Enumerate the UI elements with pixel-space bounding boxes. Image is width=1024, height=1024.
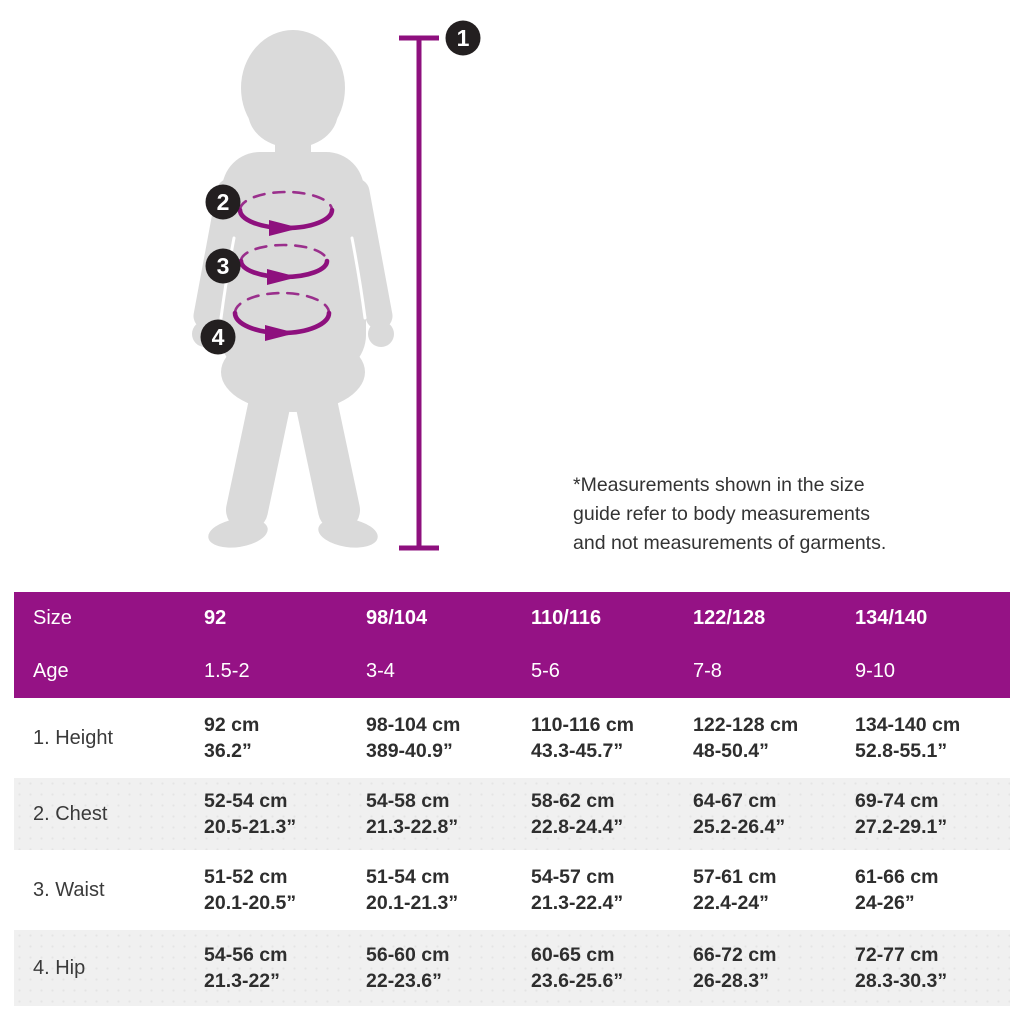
waist-cell-5: 61-66 cm 24-26” <box>855 866 939 914</box>
waist-tape-ellipse <box>238 243 330 285</box>
waist-cell-3: 54-57 cm 21.3-22.4” <box>531 866 624 914</box>
size-col-4: 122/128 <box>693 607 766 629</box>
height-cell-5: 134-140 cm 52.8-55.1” <box>855 714 961 762</box>
waist-cell-4: 57-61 cm 22.4-24” <box>693 866 777 914</box>
height-cell-3: 110-116 cm 43.3-45.7” <box>531 714 635 762</box>
hip-tape-ellipse <box>232 291 332 341</box>
row-label-hip: 4. Hip <box>33 956 86 979</box>
hip-cell-4: 66-72 cm 26-28.3” <box>693 944 777 992</box>
measurement-note-line-1: *Measurements shown in the size <box>573 474 865 496</box>
size-row-label: Size <box>33 607 72 629</box>
chest-cell-1: 52-54 cm 20.5-21.3” <box>204 790 297 838</box>
age-col-5: 9-10 <box>855 660 896 682</box>
size-table-header: Size 92 98/104 110/116 122/128 134/140 A… <box>14 592 1010 698</box>
header-age-row: Age 1.5-2 3-4 5-6 7-8 9-10 <box>14 645 1010 698</box>
height-cell-2: 98-104 cm 389-40.9” <box>366 714 461 762</box>
size-col-5: 134/140 <box>855 607 928 629</box>
hip-cell-5: 72-77 cm 28.3-30.3” <box>855 944 948 992</box>
badge-4-hip: 4 <box>200 319 236 355</box>
child-silhouette <box>192 30 394 548</box>
badge-4-number: 4 <box>212 324 225 350</box>
badge-2-number: 2 <box>217 189 230 215</box>
row-label-height: 1. Height <box>33 726 114 749</box>
age-col-2: 3-4 <box>366 660 395 682</box>
header-size-row: Size 92 98/104 110/116 122/128 134/140 <box>14 592 1010 645</box>
chest-cell-3: 58-62 cm 22.8-24.4” <box>531 790 624 838</box>
table-row-height: 1. Height 92 cm 36.2” 98-104 cm 389-40.9… <box>14 704 1010 772</box>
row-label-chest: 2. Chest <box>33 802 108 825</box>
hip-cell-2: 56-60 cm 22-23.6” <box>366 944 450 992</box>
height-cell-1: 92 cm 36.2” <box>204 714 260 762</box>
chest-tape-ellipse <box>237 190 335 236</box>
age-col-4: 7-8 <box>693 660 722 682</box>
age-col-3: 5-6 <box>531 660 560 682</box>
waist-cell-2: 51-54 cm 20.1-21.3” <box>366 866 459 914</box>
measurement-note: *Measurements shown in the size guide re… <box>573 471 953 558</box>
hip-cell-1: 54-56 cm 21.3-22” <box>204 944 288 992</box>
age-row-label: Age <box>33 660 69 682</box>
size-col-1: 92 <box>204 607 227 629</box>
waist-cell-1: 51-52 cm 20.1-20.5” <box>204 866 297 914</box>
badge-1-height: 1 <box>445 20 481 56</box>
measurement-note-line-3: and not measurements of garments. <box>573 532 887 554</box>
measurement-note-line-2: guide refer to body measurements <box>573 503 870 525</box>
child-measurement-diagram: 1 2 3 4 <box>192 20 481 551</box>
badge-3-waist: 3 <box>205 248 241 284</box>
size-col-2: 98/104 <box>366 607 428 629</box>
chest-cell-5: 69-74 cm 27.2-29.1” <box>855 790 948 838</box>
badge-2-chest: 2 <box>205 184 241 220</box>
badge-3-number: 3 <box>217 253 230 279</box>
table-row-hip: 4. Hip 54-56 cm 21.3-22” 56-60 cm 22-23.… <box>14 930 1010 1006</box>
size-table: Size 92 98/104 110/116 122/128 134/140 A… <box>14 592 1010 1012</box>
chest-cell-2: 54-58 cm 21.3-22.8” <box>366 790 459 838</box>
height-cell-4: 122-128 cm 48-50.4” <box>693 714 799 762</box>
hip-cell-3: 60-65 cm 23.6-25.6” <box>531 944 624 992</box>
row-label-waist: 3. Waist <box>33 878 105 901</box>
table-row-chest: 2. Chest 52-54 cm 20.5-21.3” 54-58 cm 21… <box>14 778 1010 850</box>
chest-cell-4: 64-67 cm 25.2-26.4” <box>693 790 786 838</box>
age-col-1: 1.5-2 <box>204 660 250 682</box>
table-row-waist: 3. Waist 51-52 cm 20.1-20.5” 51-54 cm 20… <box>14 856 1010 924</box>
size-col-3: 110/116 <box>531 607 602 629</box>
height-ruler-line <box>399 35 439 551</box>
badge-1-number: 1 <box>457 25 470 51</box>
